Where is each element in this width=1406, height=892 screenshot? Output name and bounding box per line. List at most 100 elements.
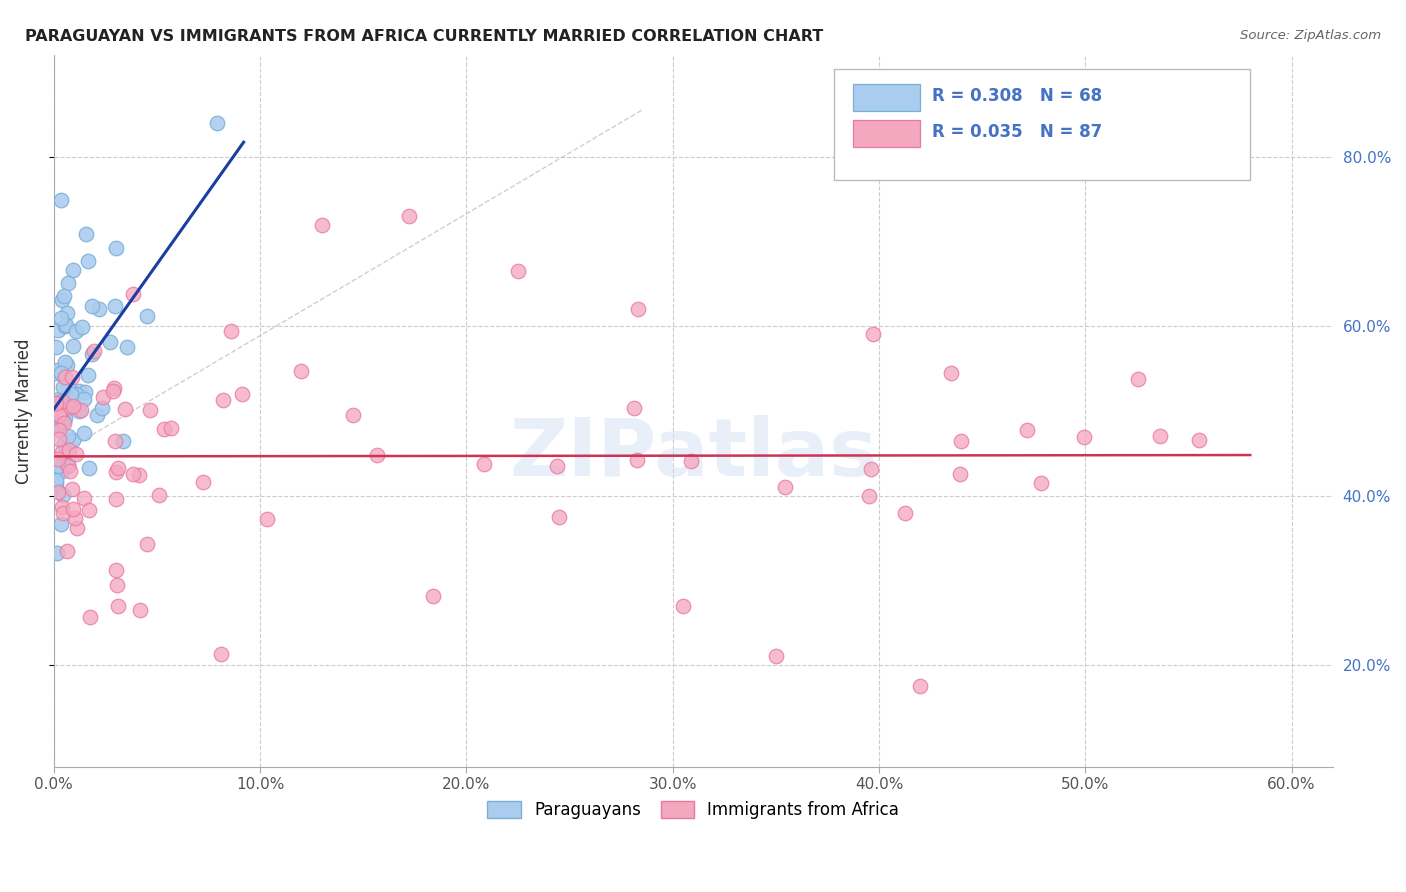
Point [49,311,72,326]
Point [765,649,787,664]
Point [45,395,67,409]
Point [73,392,96,406]
Point [48,432,70,446]
Point [858,489,880,503]
Point [114,402,136,417]
FancyBboxPatch shape [853,85,920,112]
Point [398,209,420,223]
Point [107,461,129,475]
Point [101,384,124,399]
Point [58,458,80,472]
Point [139,402,162,417]
Point [105,240,128,254]
Point [45,475,67,490]
Text: Source: ZipAtlas.com: Source: ZipAtlas.com [1240,29,1381,42]
Point [205,116,228,130]
Point [72,320,94,334]
Point [548,509,571,524]
Point [77,254,100,268]
Text: ZIPatlas: ZIPatlas [509,415,877,492]
Point [472,457,495,471]
Point [949,467,972,482]
Point [949,434,972,448]
Point [148,488,170,502]
Point [136,310,159,324]
Point [45,340,67,354]
Point [56,380,79,394]
Point [211,392,233,407]
Point [65,511,87,525]
Point [46,452,69,467]
Point [77,461,100,475]
Point [91,401,114,415]
Point [60,482,83,496]
Point [626,302,648,317]
Point [53,370,76,384]
Point [48,423,70,437]
Point [51,406,73,420]
Point [862,327,884,342]
Point [77,503,100,517]
Point [56,306,79,320]
Point [53,411,76,425]
Point [73,425,96,440]
Point [62,339,84,353]
Point [1188,434,1211,448]
Point [46,546,69,560]
FancyBboxPatch shape [834,70,1250,179]
Point [48,485,70,500]
Point [67,403,90,417]
Point [103,434,125,449]
Point [290,364,312,378]
Point [672,599,695,613]
Point [860,462,883,476]
Point [48,392,70,406]
Point [66,521,89,535]
Point [65,447,87,461]
Point [626,452,648,467]
Point [52,416,75,430]
Point [56,543,79,558]
Point [65,387,87,401]
Point [46,323,69,337]
Point [67,384,90,398]
Point [366,448,388,462]
Point [219,324,242,338]
Point [86,408,108,422]
Point [1029,476,1052,491]
Point [908,679,931,693]
Point [45,397,67,411]
Point [73,491,96,505]
Point [82,347,104,361]
Point [51,464,73,478]
Point [91,390,114,404]
Point [422,589,444,603]
Point [45,366,67,380]
Point [506,264,529,278]
Point [45,363,67,377]
Point [52,289,75,303]
Point [107,599,129,614]
Point [546,459,568,474]
Point [52,437,75,451]
Point [115,340,138,354]
Point [48,415,70,429]
Point [49,193,72,207]
Point [62,262,84,277]
Point [51,398,73,412]
Point [52,488,75,502]
Point [55,358,77,372]
Point [129,603,152,617]
Point [311,218,333,232]
Point [60,387,83,401]
Point [59,464,82,478]
Point [52,414,75,428]
Point [55,318,77,332]
Point [122,287,145,301]
Point [73,385,96,400]
Point [56,429,79,443]
Point [894,506,917,520]
Legend: Paraguayans, Immigrants from Africa: Paraguayans, Immigrants from Africa [481,794,905,826]
Point [53,318,76,333]
Point [45,396,67,410]
